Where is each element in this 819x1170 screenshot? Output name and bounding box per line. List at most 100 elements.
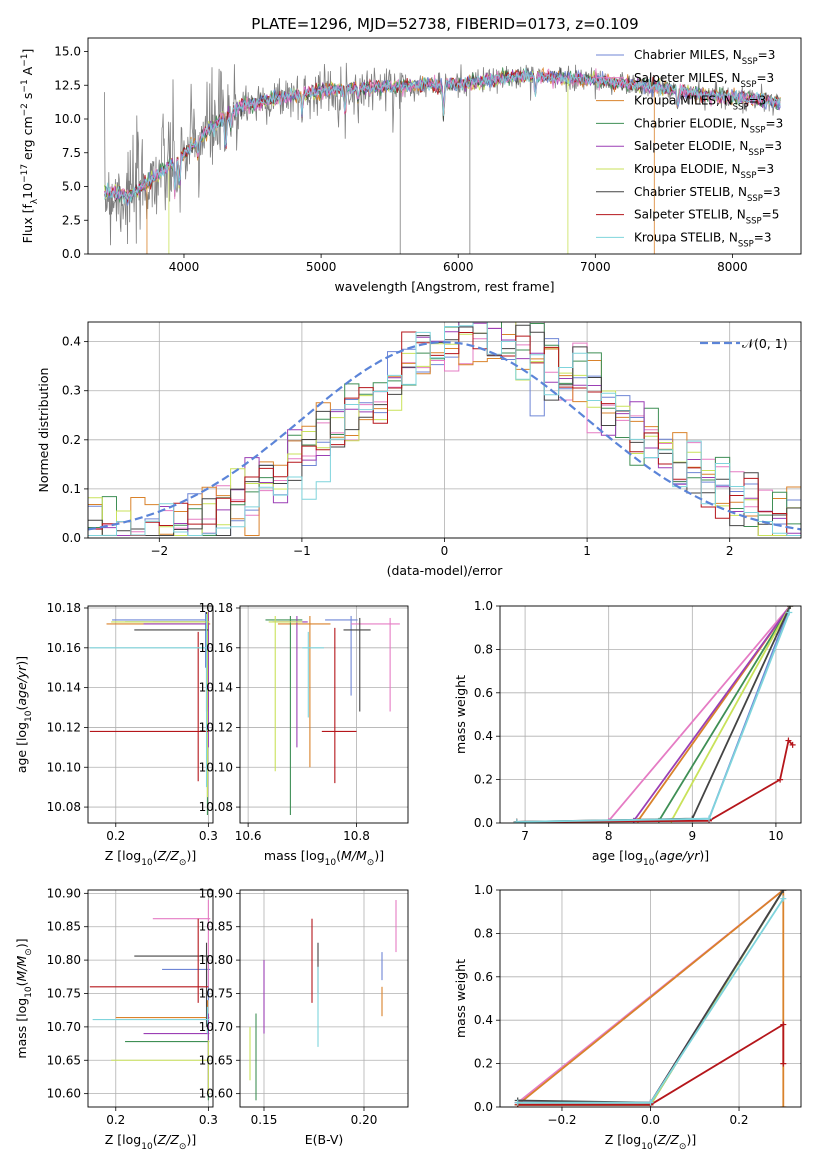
mass_vs_ebv-xlabel: E(B-V) (305, 1132, 344, 1147)
mass_vs_ebv-axes: 0.15 0.20 10.60 10.65 10.70 10.75 10.80 10.85 10… (199, 886, 409, 1147)
mass_vs_Z-plot-area (89, 900, 211, 1101)
residuals-axes: −2 −1 0 1 2 0.0 0.1 0.2 0.3 0.4 (data-model)/error… (36, 321, 802, 578)
age_vs_Z-xtick-label: 0.2 (106, 829, 125, 843)
weight_vs_Z-ytick-label: 1.0 (474, 883, 493, 897)
weight_vs_Z-point-marker (780, 895, 787, 902)
mass_vs_ebv-xtick-label: 0.15 (251, 1113, 278, 1127)
weight_vs_age-xtick-label: 9 (688, 829, 696, 843)
weight_vs_age-point-marker (786, 609, 793, 616)
legend-label: Chabrier ELODIE, NSSP=3 (634, 116, 783, 135)
legend-label: Kroupa ELODIE, NSSP=3 (634, 162, 774, 181)
residuals-ylabel: Normed distribution (36, 368, 51, 493)
residuals-xtick-label: 0 (441, 544, 449, 558)
weight_vs_age-ytick-label: 0.2 (474, 773, 493, 787)
residuals-xtick-label: −2 (150, 544, 168, 558)
age_vs_Z-ytick-label: 10.08 (47, 800, 81, 814)
age_vs_mass-xlabel: mass [log10(M/M⊙)] (264, 848, 384, 868)
residuals-xtick-label: 2 (726, 544, 734, 558)
mass_vs_ebv-xtick-label: 0.20 (351, 1113, 378, 1127)
mass_vs_ebv-ytick-label: 10.85 (199, 920, 233, 934)
age_vs_Z-ytick-label: 10.16 (47, 641, 81, 655)
mass_vs_ebv-frame (239, 889, 409, 1108)
spectrum-ytick-label: 7.5 (62, 146, 81, 160)
spectrum-ytick-label: 0.0 (62, 247, 81, 261)
residuals-xlabel: (data-model)/error (387, 563, 504, 578)
legend-label: Chabrier MILES, NSSP=3 (634, 48, 775, 67)
mass_vs_Z-ytick-label: 10.80 (47, 953, 81, 967)
mass_vs_Z-axes: 0.2 0.3 10.60 10.65 10.70 10.75 10.80 10.85 10.9… (14, 886, 218, 1152)
spectrum-ytick-label: 10.0 (54, 112, 81, 126)
age_vs_mass-ytick-label: 10.12 (199, 720, 233, 734)
age_vs_mass-ytick-label: 10.10 (199, 760, 233, 774)
weight_vs_age-ylabel: mass weight (453, 675, 468, 754)
mass_vs_Z-xlabel: Z [log10(Z/Z⊙)] (105, 1132, 196, 1152)
weight_vs_age-axes: 7 8 9 10 0.0 0.2 0.4 0.6 0.8 1.0 age [log10(age/yr… (453, 599, 802, 868)
weight_vs_age-point-marker (513, 818, 520, 823)
mass_vs_ebv-ytick-label: 10.90 (199, 886, 233, 900)
spectrum-legend: Chabrier MILES, NSSP=3 Salpeter MILES, NS… (596, 48, 783, 249)
spectrum-xlabel: wavelength [Angstrom, rest frame] (334, 279, 554, 294)
spectrum-plot-area (104, 62, 781, 254)
residuals-plot-area (88, 322, 801, 536)
residuals-ytick-label: 0.2 (62, 433, 81, 447)
mass_vs_ebv-ytick-label: 10.75 (199, 986, 233, 1000)
legend-label: Kroupa MILES, NSSP=3 (634, 94, 766, 113)
weight_vs_age-xtick-label: 8 (605, 829, 613, 843)
legend-label: Chabrier STELIB, NSSP=3 (634, 185, 781, 204)
residuals-xtick-label: 1 (583, 544, 591, 558)
age_vs_Z-ylabel: age [log10(age/yr)] (14, 656, 34, 773)
weight_vs_age-point-marker (785, 737, 792, 744)
mass_vs_Z-ytick-label: 10.65 (47, 1053, 81, 1067)
legend-label: Salpeter STELIB, NSSP=5 (634, 208, 779, 227)
spectrum-xtick-label: 8000 (717, 260, 748, 274)
age_vs_Z-axes: 0.2 0.3 10.08 10.10 10.12 10.14 10.16 10.18 Z [l… (14, 601, 218, 868)
mass_vs_ebv-ytick-label: 10.60 (199, 1087, 233, 1101)
residual-histogram-step (88, 322, 801, 536)
weight_vs_age-ytick-label: 0.0 (474, 816, 493, 830)
weight_vs_age-point-marker (789, 741, 796, 748)
weight_vs_age-point-marker (787, 606, 794, 609)
spectrum-ytick-label: 12.5 (54, 78, 81, 92)
spectrum-axes: 4000 5000 6000 7000 8000 0.0 2.5 5.0 7.5 10.0 12.5… (20, 37, 802, 294)
age_vs_Z-ytick-label: 10.10 (47, 760, 81, 774)
weight_vs_Z-point-marker (780, 1060, 787, 1067)
mass_vs_Z-frame (87, 889, 214, 1108)
weight_vs_age-ytick-label: 0.4 (474, 729, 493, 743)
spectrum-xtick-label: 5000 (306, 260, 337, 274)
weight_vs_age-ytick-label: 0.6 (474, 686, 493, 700)
age_vs_mass-ytick-label: 10.16 (199, 641, 233, 655)
spectrum-frame (87, 37, 802, 255)
age_vs_mass-xtick-label: 10.8 (343, 829, 370, 843)
spectrum-xtick-label: 7000 (580, 260, 611, 274)
weight_vs_Z-series-line (517, 1022, 785, 1106)
mass_vs_ebv-ytick-label: 10.70 (199, 1020, 233, 1034)
weight_vs_Z-axes: −0.2 0.0 0.2 0.0 0.2 0.4 0.6 0.8 1.0 Z [log10(Z/Z… (453, 883, 802, 1152)
normal-reference-curve (88, 341, 801, 531)
age_vs_Z-ytick-label: 10.12 (47, 720, 81, 734)
age_vs_mass-plot-area (265, 615, 400, 816)
mass_vs_Z-xtick-label: 0.3 (199, 1113, 218, 1127)
age_vs_Z-xlabel: Z [log10(Z/Z⊙)] (105, 848, 196, 868)
mass_vs_Z-ytick-label: 10.85 (47, 920, 81, 934)
weight_vs_Z-point-marker (780, 1104, 787, 1107)
weight_vs_Z-ytick-label: 0.2 (474, 1057, 493, 1071)
age_vs_mass-ytick-label: 10.14 (199, 681, 233, 695)
weight_vs_age-point-marker (777, 776, 784, 783)
spectrum-ytick-label: 5.0 (62, 180, 81, 194)
residuals-ytick-label: 0.1 (62, 482, 81, 496)
weight_vs_age-xtick-label: 7 (521, 829, 529, 843)
mass_vs_ebv-plot-area (249, 900, 397, 1101)
weight_vs_Z-xtick-label: −0.2 (547, 1113, 576, 1127)
spectrum-model-line (104, 68, 781, 201)
weight_vs_Z-ytick-label: 0.8 (474, 926, 493, 940)
weight_vs_age-frame (499, 605, 802, 824)
weight_vs_age-series-line (516, 738, 794, 823)
mass_vs_Z-ylabel: mass [log10(M/M⊙)] (14, 938, 34, 1058)
legend-label: Salpeter MILES, NSSP=3 (634, 71, 774, 90)
mass_vs_Z-ytick-label: 10.90 (47, 886, 81, 900)
residuals-ytick-label: 0.3 (62, 384, 81, 398)
legend-label: Salpeter ELODIE, NSSP=3 (634, 139, 782, 158)
legend-label: 𝒩(0, 1) (742, 336, 788, 351)
age_vs_Z-ytick-label: 10.18 (47, 601, 81, 615)
